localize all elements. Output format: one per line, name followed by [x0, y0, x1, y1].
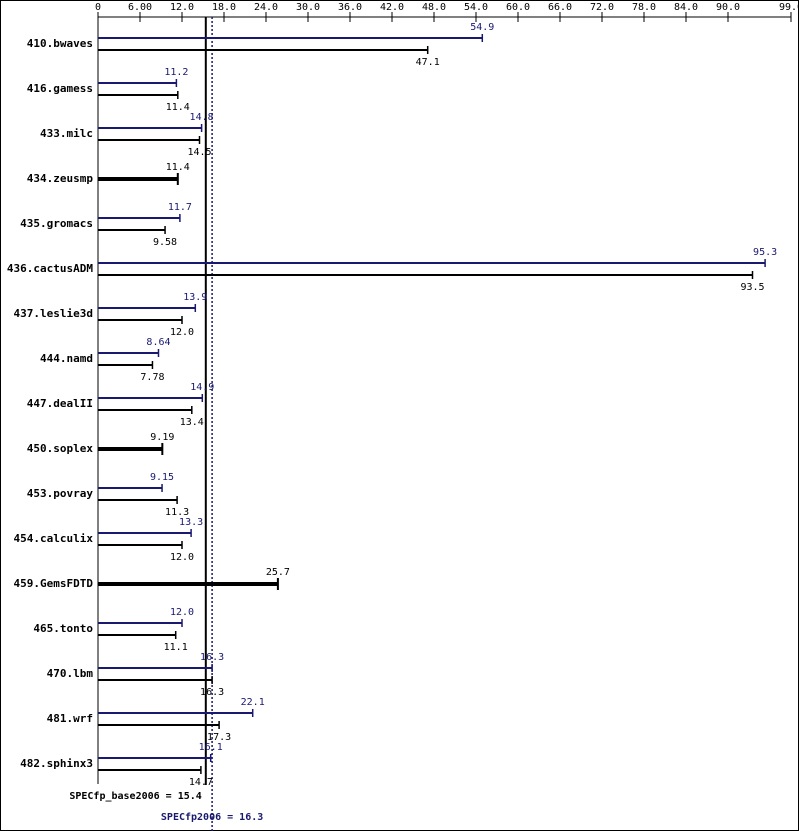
value-label: 22.1 [241, 697, 265, 708]
x-tick-label: 30.0 [296, 2, 320, 13]
x-tick-label: 66.0 [548, 2, 572, 13]
value-label: 14.7 [189, 777, 213, 788]
value-label: 25.7 [266, 567, 290, 578]
value-label: 14.5 [187, 147, 211, 158]
value-label: 16.3 [200, 687, 224, 698]
value-label: 11.4 [166, 102, 190, 113]
value-label: 14.8 [190, 112, 214, 123]
category-label: 434.zeusmp [27, 172, 94, 185]
x-tick-label: 99.0 [779, 2, 799, 13]
value-label: 12.0 [170, 327, 194, 338]
value-label: 12.0 [170, 607, 194, 618]
value-label: 13.3 [179, 517, 203, 528]
value-label: 13.4 [180, 417, 204, 428]
x-tick-label: 48.0 [422, 2, 446, 13]
value-label: 11.1 [164, 642, 188, 653]
value-label: 12.0 [170, 552, 194, 563]
value-label: 13.9 [183, 292, 207, 303]
category-label: 436.cactusADM [7, 262, 93, 275]
value-label: 8.64 [146, 337, 170, 348]
reference-label: SPECfp_base2006 = 15.4 [69, 791, 201, 802]
category-label: 410.bwaves [27, 37, 93, 50]
value-label: 11.7 [168, 202, 192, 213]
x-tick-label: 42.0 [380, 2, 404, 13]
category-label: 453.povray [27, 487, 94, 500]
category-label: 450.soplex [27, 442, 94, 455]
category-label: 435.gromacs [20, 217, 93, 230]
value-label: 17.3 [207, 732, 231, 743]
category-label: 481.wrf [47, 712, 93, 725]
value-label: 14.9 [190, 382, 214, 393]
x-tick-label: 0 [95, 2, 101, 13]
category-label: 470.lbm [47, 667, 94, 680]
category-label: 459.GemsFDTD [14, 577, 94, 590]
category-label: 482.sphinx3 [20, 757, 93, 770]
bar [98, 447, 163, 451]
value-label: 11.2 [164, 67, 188, 78]
bar [98, 582, 278, 586]
value-label: 16.3 [200, 652, 224, 663]
x-tick-label: 72.0 [590, 2, 614, 13]
value-label: 11.4 [166, 162, 190, 173]
value-label: 93.5 [740, 282, 764, 293]
value-label: 9.15 [150, 472, 174, 483]
category-label: 447.dealII [27, 397, 93, 410]
category-label: 437.leslie3d [14, 307, 93, 320]
category-label: 433.milc [40, 127, 93, 140]
value-label: 11.3 [165, 507, 189, 518]
value-label: 47.1 [416, 57, 440, 68]
x-tick-label: 84.0 [674, 2, 698, 13]
category-label: 416.gamess [27, 82, 93, 95]
category-label: 444.namd [40, 352, 93, 365]
category-label: 465.tonto [33, 622, 93, 635]
x-tick-label: 18.0 [212, 2, 236, 13]
value-label: 16.1 [199, 742, 223, 753]
x-tick-label: 12.0 [170, 2, 194, 13]
category-label: 454.calculix [14, 532, 94, 545]
value-label: 9.19 [150, 432, 174, 443]
value-label: 54.9 [470, 22, 494, 33]
x-tick-label: 78.0 [632, 2, 656, 13]
x-tick-label: 54.0 [464, 2, 488, 13]
value-label: 95.3 [753, 247, 777, 258]
x-tick-label: 90.0 [716, 2, 740, 13]
x-tick-label: 36.0 [338, 2, 362, 13]
value-label: 7.78 [140, 372, 164, 383]
value-label: 9.58 [153, 237, 177, 248]
reference-label: SPECfp2006 = 16.3 [161, 812, 263, 823]
bar [98, 177, 178, 181]
x-tick-label: 6.00 [128, 2, 152, 13]
x-tick-label: 24.0 [254, 2, 278, 13]
x-tick-label: 60.0 [506, 2, 530, 13]
